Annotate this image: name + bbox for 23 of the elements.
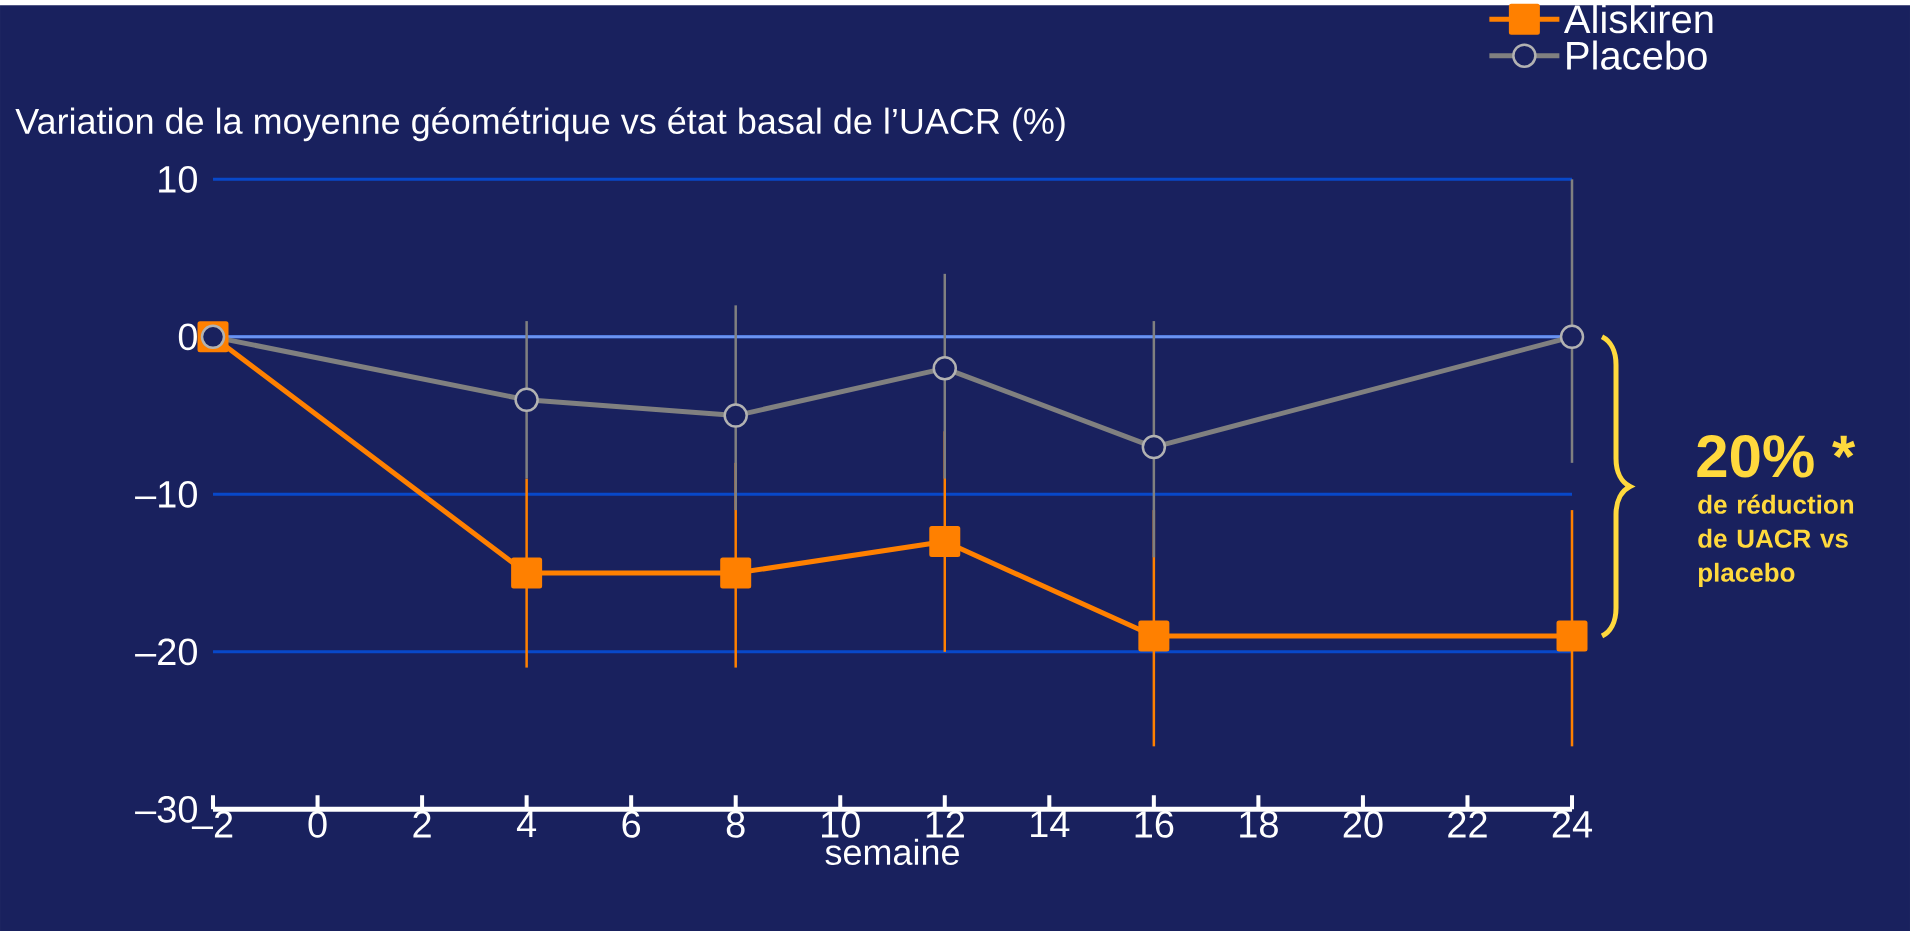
x-tick-label: 8 [726,810,745,838]
x-tick-label: 16 [1135,810,1174,838]
x-tick-label: 24 [1552,810,1593,838]
x-axis-title: semaine [825,838,959,865]
x-tick-label: 20 [1343,810,1383,838]
legend-label: Aliskiren [1563,3,1713,34]
text: 20% * [1697,434,1856,478]
text: de réduction de UACR vs placebo [1698,494,1854,587]
x-tick-label: 18 [1240,810,1278,838]
x-tick-label: 10 [822,810,860,838]
x-tick-label: 4 [516,810,537,837]
x-tick-label: 6 [622,810,641,838]
y-tick-label: 10 [159,165,197,193]
y-tick-label: –20 [135,638,197,666]
legend-label: Placebo [1567,40,1707,70]
y-tick-label: 0 [178,323,197,351]
x-tick-label: 12 [926,810,964,838]
y-tick-label: –10 [135,480,197,508]
x-tick-label: 22 [1448,810,1487,838]
y-axis-title: Variation de la moyenne géométrique vs état basal de l’UACR (%) [15,106,1065,141]
x-tick-label: 0 [308,810,327,838]
x-tick-label: 2 [413,810,431,838]
x-tick-label: 14 [1031,810,1070,837]
